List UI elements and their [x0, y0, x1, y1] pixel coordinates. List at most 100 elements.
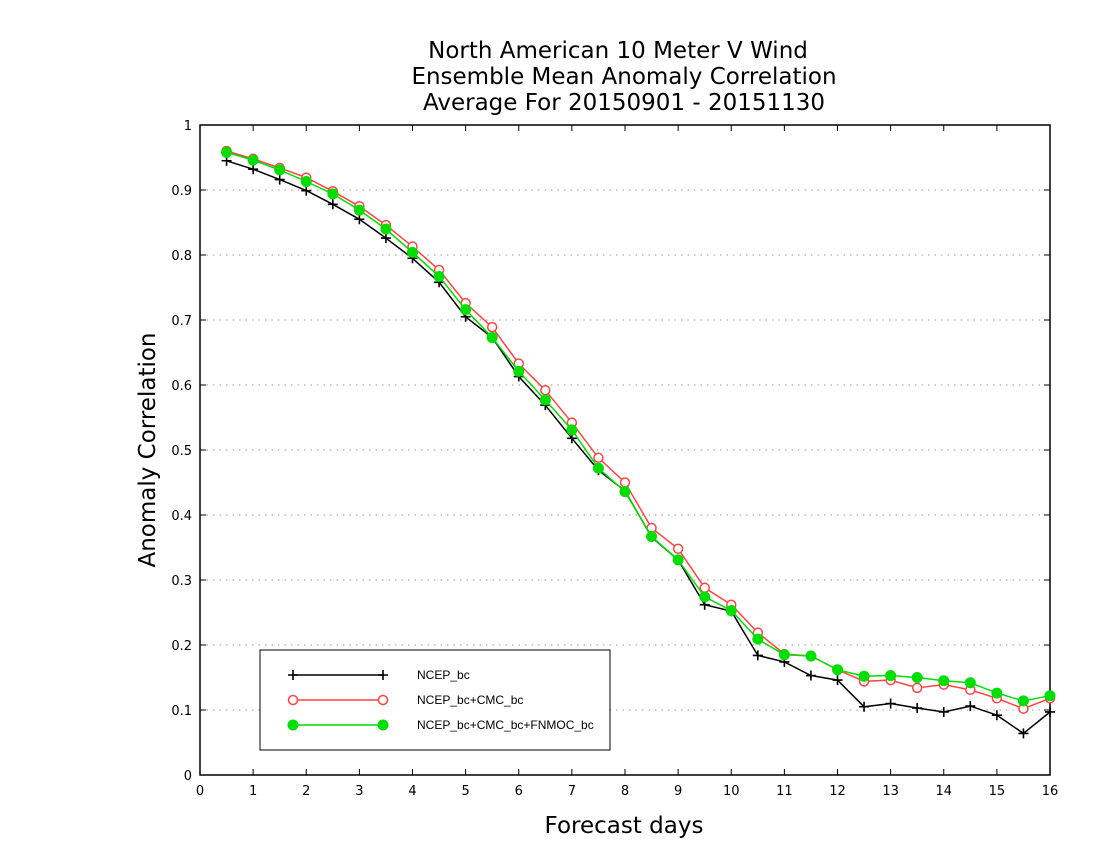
y-tick-label: 0.9 [171, 184, 192, 199]
data-point [858, 670, 870, 682]
legend-marker [288, 670, 298, 680]
y-tick-label: 0.5 [171, 444, 192, 459]
data-point [592, 462, 604, 474]
data-point [274, 174, 285, 185]
data-point [353, 204, 365, 216]
data-point [247, 154, 259, 166]
legend-marker [287, 719, 299, 731]
data-point [327, 188, 339, 200]
data-point [672, 554, 684, 566]
data-point [380, 223, 392, 235]
x-tick-label: 3 [355, 784, 363, 799]
y-tick-label: 0.3 [171, 574, 192, 589]
data-point [832, 664, 843, 676]
data-point [1044, 690, 1056, 702]
data-point [540, 384, 551, 396]
data-point [248, 164, 259, 175]
data-point [805, 650, 817, 662]
legend-label-ncep-bc-cmc-bc: NCEP_bc+CMC_bc [417, 693, 523, 707]
data-point [407, 246, 418, 258]
y-tick-label: 0.1 [171, 704, 192, 719]
series-layer [221, 145, 1056, 739]
chart-title-line-2: Ensemble Mean Anomaly Correlation [411, 64, 836, 90]
y-tick-label: 0.2 [171, 639, 192, 654]
y-tick-label: 0 [184, 769, 192, 784]
data-point [911, 682, 923, 694]
data-point [460, 304, 472, 316]
data-point [938, 706, 949, 717]
data-point [778, 649, 790, 661]
x-tick-label: 7 [568, 784, 576, 799]
y-tick-label: 1 [184, 119, 192, 134]
data-point [593, 452, 604, 464]
data-point [859, 701, 870, 712]
data-point [539, 394, 551, 406]
legend-label-ncep-bc-cmc-bc-fnmoc-bc: NCEP_bc+CMC_bc+FNMOC_bc [417, 718, 594, 732]
data-point [486, 332, 498, 344]
legend-label-ncep-bc: NCEP_bc [417, 668, 470, 682]
data-point [885, 698, 896, 709]
data-point [380, 233, 391, 244]
x-tick-label: 2 [302, 784, 310, 799]
data-point [965, 701, 976, 712]
data-point [725, 605, 737, 617]
y-axis-label: Anomaly Correlation [135, 332, 161, 567]
data-point [513, 365, 525, 377]
data-point [566, 424, 578, 436]
data-point [646, 530, 658, 542]
x-tick-label: 15 [989, 784, 1006, 799]
data-point [433, 270, 445, 282]
x-tick-label: 1 [249, 784, 257, 799]
data-point [327, 199, 338, 210]
x-tick-label: 16 [1042, 784, 1059, 799]
x-tick-label: 11 [776, 784, 793, 799]
data-point [964, 677, 976, 689]
data-point [832, 675, 843, 686]
data-point [991, 710, 1002, 721]
data-point [699, 582, 710, 594]
data-point [991, 687, 1003, 699]
x-axis-label: Forecast days [545, 813, 704, 839]
x-tick-label: 13 [882, 784, 899, 799]
legend-marker [377, 694, 389, 706]
chart-title-line-3: Average For 20150901 - 20151130 [423, 90, 825, 116]
x-tick-label: 12 [829, 784, 846, 799]
x-tick-label: 10 [723, 784, 740, 799]
legend: NCEP_bc NCEP_bc+CMC_bc NCEP_bc+CMC_bc+FNMO… [259, 649, 611, 751]
data-point [672, 543, 684, 555]
data-point [300, 176, 312, 188]
x-tick-label: 9 [674, 784, 682, 799]
y-axis-ticks: 0 0.1 0.2 0.3 0.4 0.5 0.6 0.7 0.8 0.9 1 [171, 119, 1050, 784]
x-tick-label: 4 [408, 784, 416, 799]
x-tick-label: 5 [461, 784, 469, 799]
data-point [912, 703, 923, 714]
x-tick-label: 8 [621, 784, 629, 799]
y-tick-label: 0.7 [171, 314, 192, 329]
data-point [752, 650, 763, 661]
data-point [354, 214, 365, 225]
series-ncep-bc-cmc-bc-fnmoc-bc [221, 146, 1056, 707]
x-axis-ticks: 0 1 2 3 4 5 6 7 8 9 10 11 12 13 14 15 16 [196, 125, 1058, 799]
legend-marker [378, 670, 388, 680]
data-point [752, 633, 764, 645]
legend-marker [377, 719, 389, 731]
legend-marker [287, 694, 299, 706]
x-tick-label: 0 [196, 784, 204, 799]
data-point [805, 670, 816, 681]
data-point [911, 672, 923, 683]
data-point [1045, 706, 1055, 717]
data-point [274, 164, 286, 176]
x-tick-label: 14 [935, 784, 952, 799]
data-point [301, 185, 312, 196]
data-point [221, 146, 233, 158]
data-point [619, 486, 631, 498]
y-tick-label: 0.8 [171, 249, 192, 264]
data-point [885, 670, 897, 682]
y-tick-label: 0.4 [171, 509, 192, 524]
data-point [486, 321, 498, 333]
data-point [699, 591, 711, 603]
data-point [938, 675, 950, 687]
data-point [1018, 728, 1029, 739]
data-point [619, 477, 631, 488]
